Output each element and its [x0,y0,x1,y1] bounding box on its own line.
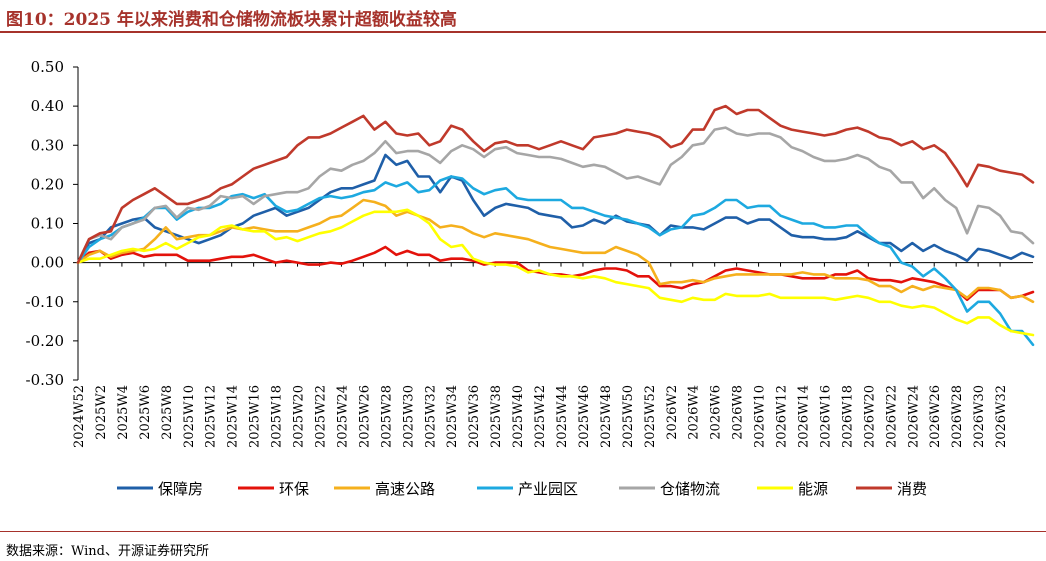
x-tick-label: 2026W6 [709,385,724,440]
y-tick-label: 0.40 [31,97,64,115]
x-tick-label: 2025W42 [533,385,548,448]
x-tick-label: 2025W32 [423,385,438,448]
x-tick-label: 2026W12 [775,385,790,448]
y-tick-label: -0.30 [26,371,64,389]
y-tick-label: 0.10 [31,215,64,233]
series-line-3 [76,198,1035,304]
legend-label: 仓储物流 [660,480,720,498]
x-tick-label: 2025W44 [555,385,570,448]
legend-label: 环保 [279,480,309,498]
x-tick-label: 2026W4 [687,385,702,440]
x-tick-label: 2026W8 [731,385,746,440]
x-tick-label: 2025W50 [621,385,636,448]
figure-title: 图10：2025 年以来消费和仓储物流板块累计超额收益较高 [6,10,457,30]
x-tick-label: 2025W20 [292,385,307,448]
x-tick-label: 2025W6 [138,385,153,440]
legend-label: 高速公路 [375,480,435,498]
x-tick-label: 2025W4 [116,385,131,440]
x-tick-label: 2025W16 [248,385,263,448]
x-tick-label: 2026W20 [862,385,877,448]
x-tick-label: 2026W30 [972,385,987,448]
x-tick-label: 2026W10 [753,385,768,448]
x-tick-label: 2025W24 [335,385,350,448]
x-tick-label: 2026W16 [818,385,833,448]
x-tick-label: 2025W36 [467,385,482,448]
x-tick-label: 2025W38 [489,385,504,448]
line-chart: 0.50 0.40 0.30 0.20 0.10 0.00 -0.10 -0.20 -0.30 2… [26,58,1035,498]
series-line-2 [76,245,1035,302]
legend-label: 能源 [798,480,828,498]
source-divider [0,531,1046,532]
x-tick-label: 2026W14 [796,385,811,448]
x-tick-label: 2026W26 [928,385,943,448]
x-tick-label: 2025W48 [599,385,614,448]
x-tick-label: 2025W22 [313,385,328,448]
y-tick-label: 0.20 [31,175,64,193]
x-tick-label: 2025W46 [577,385,592,448]
source-note: 数据来源：Wind、开源证券研究所 [6,544,209,559]
series-line-6 [76,208,1035,337]
series-line-5 [76,126,1035,264]
x-tick-label: 2026W18 [840,385,855,448]
x-tick-label: 2025W2 [94,385,109,440]
x-tick-label: 2026W2 [665,385,680,440]
y-tick-label: -0.10 [26,293,64,311]
x-tick-label: 2025W8 [160,385,175,440]
y-tick-label: -0.20 [26,332,64,350]
legend-label: 消费 [897,480,927,498]
y-tick-label: 0.00 [31,254,64,272]
x-tick-label: 2025W10 [182,385,197,448]
y-tick-label: 0.30 [31,136,64,154]
y-tick-label: 0.50 [31,58,64,76]
x-tick-label: 2025W30 [401,385,416,448]
x-tick-label: 2026W24 [906,385,921,448]
x-tick-label: 2026W22 [884,385,899,448]
series-line-4 [76,175,1035,347]
x-tick-label: 2026W28 [950,385,965,448]
x-tick-label: 2025W18 [270,385,285,448]
title-divider [0,31,1046,33]
x-tick-label: 2025W12 [204,385,219,448]
x-tick-label: 2025W52 [643,385,658,448]
x-tick-label: 2025W14 [226,385,241,448]
series-line-7 [76,104,1035,264]
legend-label: 产业园区 [518,480,578,498]
x-tick-label: 2025W34 [445,385,460,448]
x-tick-label: 2024W52 [72,385,87,448]
x-tick-label: 2025W28 [379,385,394,448]
x-tick-label: 2026W32 [994,385,1009,448]
x-tick-label: 2025W40 [511,385,526,448]
legend-label: 保障房 [158,480,203,498]
x-tick-label: 2025W26 [357,385,372,448]
